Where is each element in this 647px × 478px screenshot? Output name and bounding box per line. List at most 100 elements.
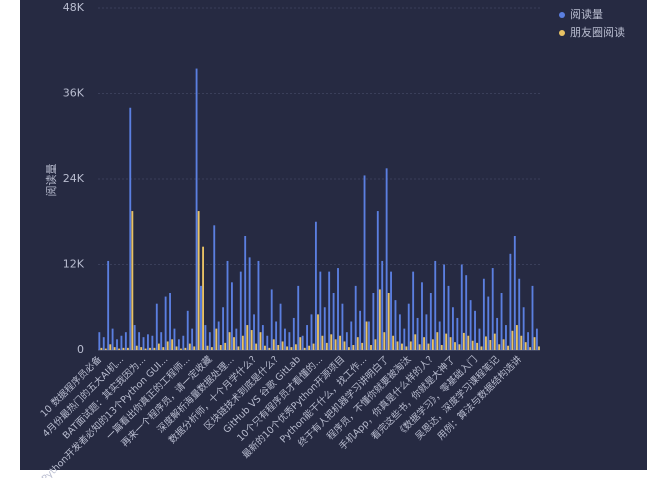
bar [385, 168, 388, 350]
bar [345, 332, 348, 350]
bar [219, 345, 222, 350]
bar [250, 330, 253, 350]
bar [239, 271, 242, 350]
bar [268, 347, 271, 350]
bar [292, 317, 295, 350]
bar [144, 348, 147, 350]
bar [310, 314, 313, 350]
bar [217, 321, 220, 350]
bar [231, 282, 233, 350]
bar [390, 271, 392, 350]
bar [321, 335, 324, 350]
bar [188, 343, 191, 350]
bar [535, 328, 538, 350]
bar [124, 332, 127, 350]
bar [520, 335, 523, 350]
bar [153, 347, 156, 350]
y-tick-label: 36K [63, 87, 85, 100]
bar [476, 342, 479, 350]
bar [186, 310, 189, 350]
bar [164, 296, 167, 350]
bar [284, 328, 286, 350]
bar [372, 293, 375, 350]
bar [405, 346, 408, 350]
bar [434, 260, 437, 350]
bar [454, 342, 456, 350]
bar [162, 347, 165, 350]
bar [392, 335, 395, 350]
y-tick-label: 12K [63, 258, 85, 271]
legend-swatch [559, 12, 565, 18]
bar [398, 314, 401, 350]
bar [226, 260, 229, 350]
bar [460, 264, 463, 350]
bar [222, 307, 225, 350]
bar [493, 333, 496, 350]
bar [403, 328, 406, 350]
bar [337, 268, 339, 350]
bar [480, 346, 483, 350]
bar [394, 300, 397, 350]
bar [332, 293, 335, 350]
bar [213, 225, 216, 350]
bar [107, 260, 110, 350]
bar [500, 293, 503, 350]
bar [193, 346, 196, 350]
bar [264, 345, 266, 350]
bar [131, 211, 134, 350]
bar [527, 332, 529, 350]
bar [370, 345, 372, 350]
bar [502, 339, 505, 350]
bar [363, 175, 366, 350]
bar [436, 332, 439, 350]
bar [412, 271, 415, 350]
bar [458, 344, 461, 350]
bar [361, 342, 364, 350]
bar [113, 347, 116, 350]
bar [425, 314, 428, 350]
bar [522, 307, 525, 350]
bar [533, 337, 536, 350]
bar [228, 332, 231, 350]
bar [431, 339, 434, 350]
bar [356, 337, 359, 350]
bar [266, 335, 269, 350]
bar [485, 336, 487, 350]
bar [215, 328, 218, 350]
bar [149, 347, 151, 350]
bar [359, 310, 362, 350]
bar [314, 221, 317, 350]
bar [195, 68, 198, 350]
bar [409, 341, 412, 350]
bar [496, 317, 499, 350]
bar [133, 325, 136, 350]
bar [319, 271, 322, 350]
bar [487, 296, 490, 350]
bar [157, 343, 160, 350]
bar [456, 317, 459, 350]
bar [272, 339, 275, 350]
bar [407, 303, 410, 350]
bar [120, 335, 123, 350]
bar [147, 334, 149, 350]
bar [175, 346, 178, 350]
bar [281, 341, 284, 350]
bar [294, 344, 297, 350]
bar [279, 303, 282, 350]
bar [191, 328, 194, 350]
bar [387, 293, 390, 350]
y-tick-label: 48K [63, 1, 85, 14]
legend-label: 阅读量 [570, 7, 603, 21]
y-tick-label: 24K [63, 172, 85, 185]
bar [142, 337, 145, 350]
bar [462, 332, 465, 350]
bar [498, 344, 501, 350]
bar [253, 314, 255, 350]
bar [104, 348, 107, 350]
bar [151, 335, 154, 350]
bar [259, 332, 262, 350]
bar [98, 332, 101, 350]
y-axis-label: 阅读量 [44, 164, 58, 197]
bar [447, 285, 450, 350]
